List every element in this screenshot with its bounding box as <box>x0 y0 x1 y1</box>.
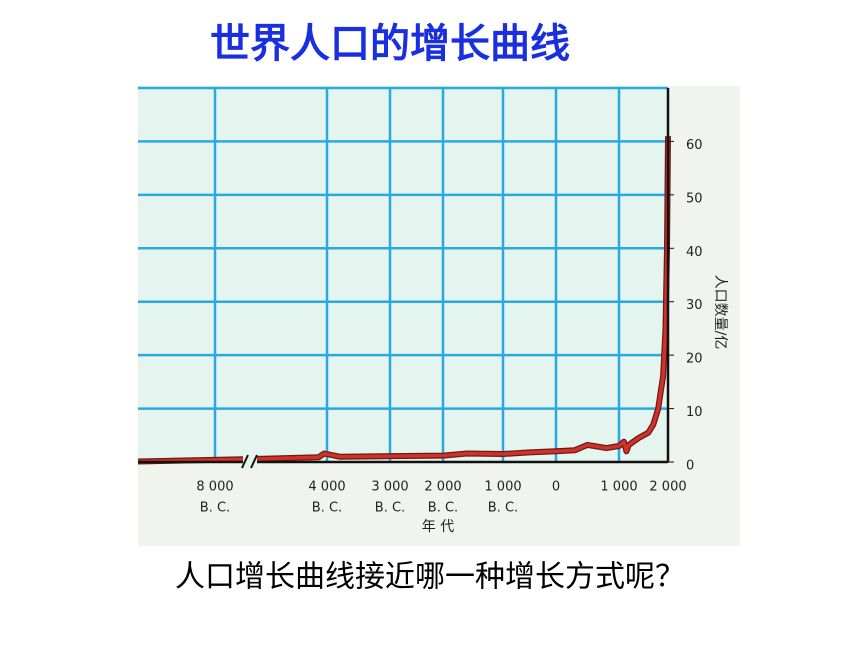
x-axis-title: 年 代 <box>422 519 454 535</box>
y-axis-title: 人口数量/亿 <box>712 275 728 350</box>
y-tick-label: 60 <box>686 138 703 153</box>
x-tick-label: 1 000 <box>484 480 521 495</box>
question: 人口增长曲线接近哪一种增长方式呢？ <box>175 560 685 595</box>
x-tick-label: 4 000 <box>308 480 345 495</box>
x-tick-era: B. C. <box>428 501 458 516</box>
line <box>137 136 670 464</box>
y-tick-label: 30 <box>686 298 703 313</box>
y-tick-label: 0 <box>686 459 694 474</box>
x-tick-label: 2 000 <box>649 480 686 495</box>
y-tick-label: 40 <box>686 245 703 260</box>
y-tick-label: 20 <box>686 352 703 367</box>
axis-break <box>241 454 258 469</box>
x-tick-era: B. C. <box>200 501 230 516</box>
x-tick-label: 1 000 <box>600 480 637 495</box>
x-tick-label: 2 000 <box>424 480 461 495</box>
y-tick-label: 50 <box>686 191 703 206</box>
x-tick-era: B. C. <box>488 501 518 516</box>
y-tick-label: 10 <box>686 405 703 420</box>
x-tick-label: 8 000 <box>196 480 233 495</box>
plot-area <box>138 88 668 462</box>
marks <box>137 136 671 465</box>
chart-title: 世界人口的增长曲线 <box>210 21 570 67</box>
x-tick-era: B. C. <box>375 501 405 516</box>
break-mark <box>241 454 249 469</box>
x-tick-label: 3 000 <box>371 480 408 495</box>
x-tick-era: B. C. <box>312 501 342 516</box>
grid <box>138 86 668 462</box>
break-mark <box>250 454 258 469</box>
x-tick-label: 0 <box>552 480 560 495</box>
